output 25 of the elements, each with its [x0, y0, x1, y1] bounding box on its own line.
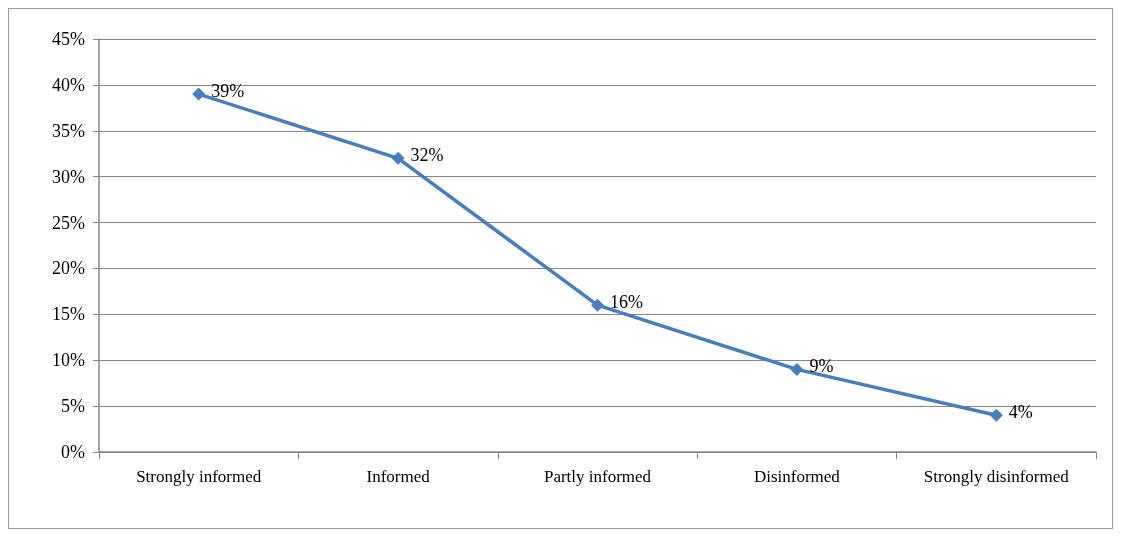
y-tick-label: 30% [52, 166, 85, 187]
y-tick-label: 0% [61, 442, 85, 462]
data-label: 16% [610, 292, 643, 313]
point [790, 362, 804, 376]
y-tick-label: 40% [52, 74, 85, 95]
x-tick-label: Disinformed [753, 467, 841, 486]
point [192, 87, 206, 101]
x-tick-label: Strongly disinformed [923, 467, 1070, 486]
data-label: 4% [1008, 402, 1033, 423]
x-tick-label: Informed [366, 467, 431, 486]
y-tick-label: 25% [52, 212, 85, 233]
x-tick-label: Partly informed [543, 467, 652, 486]
point [591, 298, 604, 312]
point [989, 408, 1003, 422]
data-label: 32% [410, 145, 444, 166]
y-tick-label: 15% [52, 304, 85, 325]
y-tick-label: 45% [52, 29, 85, 49]
data-label: 9% [809, 356, 834, 377]
point [391, 151, 405, 165]
y-tick-label: 5% [61, 396, 85, 417]
x-tick-label: Strongly informed [136, 467, 262, 486]
y-tick-label: 35% [52, 120, 85, 141]
y-tick-label: 20% [52, 258, 85, 279]
y-tick-label: 10% [52, 350, 85, 371]
data-label: 39% [211, 81, 245, 102]
